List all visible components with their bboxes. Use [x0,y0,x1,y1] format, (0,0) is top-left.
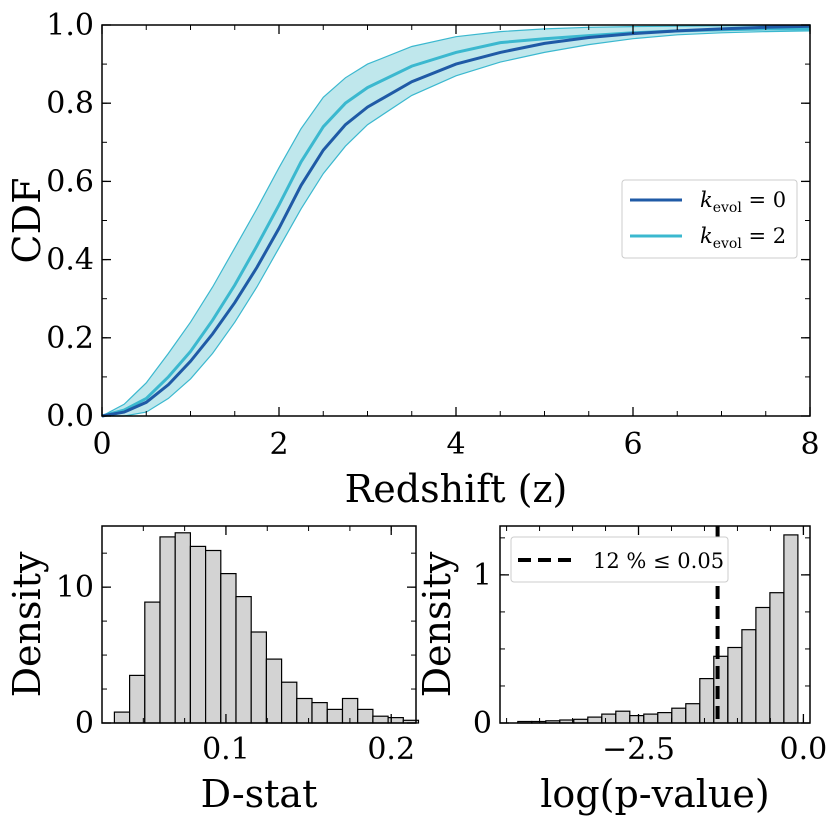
x-tick-label: 8 [800,427,819,462]
y-tick-label: 1.0 [46,8,94,43]
k-evol-0-line [101,24,811,418]
cdf-legend: kevol = 0 kevol = 2 [621,179,798,259]
legend-symbol: k [700,188,713,212]
legend-subscript: evol [713,236,743,252]
legend-symbol: k [700,224,713,248]
x-tick-label: 2 [269,427,288,462]
cdf-x-axis-title: Redshift (z) [345,467,568,511]
y-tick-label: 0.0 [46,399,94,434]
histogram-bar [587,716,603,724]
histogram-bar [357,708,374,724]
histogram-bar [113,711,131,724]
histogram-bar [601,713,617,724]
dstat-tick-labels: 0.1 0.2 0 10 [56,570,415,767]
cdf-tick-labels: 0 2 4 6 8 0.0 0.2 0.4 0.6 0.8 1.0 [46,8,819,462]
histogram-bar [250,631,267,724]
histogram-bar [783,534,799,724]
x-tick-label: 4 [446,427,465,462]
cdf-plot-frame [101,24,811,417]
histogram-bar [326,708,344,724]
histogram-bar [174,532,191,724]
pvalue-legend: 12 % ≤ 0.05 [510,536,729,583]
y-tick-label: 0 [75,706,94,741]
x-tick-label: 0.0 [780,732,828,767]
y-tick-label: 1 [473,558,492,593]
histogram-bar [769,592,785,724]
histogram-bar [629,714,645,724]
legend-subscript: evol [713,200,743,216]
cdf-y-axis-title: CDF [5,178,49,264]
x-tick-label: 0 [92,427,111,462]
histogram-bar [671,707,687,724]
y-tick-label: 0.2 [46,321,94,356]
dstat-bars-layer [113,532,420,724]
histogram-bar [144,601,161,724]
histogram-bar [159,536,176,724]
x-tick-label: 6 [623,427,642,462]
histogram-bar [755,606,771,724]
histogram-bar [129,674,146,724]
x-tick-label: 0.2 [367,732,415,767]
histogram-bar [281,681,298,724]
dstat-plot-frame [101,525,417,724]
histogram-bar [685,703,701,724]
y-tick-label: 0.4 [46,243,94,278]
y-tick-label: 0.8 [46,86,94,121]
histogram-bar [205,549,222,724]
histogram-bar [615,710,631,724]
pvalue-panel: −2.5 0.0 0 1 log(p-value) Density 12 % ≤ 0.… [415,525,827,816]
histogram-bar [220,572,237,724]
histogram-bar [311,701,328,724]
dstat-panel: 0.1 0.2 0 10 D-stat Density [5,525,420,816]
legend-suffix: = 2 [742,224,786,248]
pvalue-x-axis-title: log(p-value) [540,772,769,816]
histogram-bar [189,545,207,724]
x-tick-label: 0.1 [202,732,250,767]
histogram-bar [296,697,313,724]
pvalue-plot-frame [499,525,811,724]
pvalue-legend-label: 12 % ≤ 0.05 [593,549,724,573]
histogram-bar [265,658,283,724]
pvalue-legend-box [510,536,729,583]
y-tick-label: 10 [56,570,94,605]
histogram-bar [235,595,252,724]
histogram-bar [741,629,757,724]
y-tick-label: 0.6 [46,164,94,199]
cdf-lines-layer [101,24,811,418]
legend-suffix: = 0 [742,188,786,212]
histogram-bar [643,713,659,724]
pvalue-tick-labels: −2.5 0.0 0 1 [473,558,827,767]
x-tick-label: −2.5 [602,732,675,767]
histogram-bar [387,716,404,724]
y-tick-label: 0 [473,706,492,741]
histogram-bar [372,715,389,724]
legend-label-k-evol-0: kevol = 0 [700,188,786,216]
dstat-y-axis-title: Density [5,551,49,697]
dstat-x-axis-title: D-stat [201,772,318,816]
pvalue-y-axis-title: Density [415,551,459,697]
histogram-bar [699,677,715,724]
histogram-bar [727,646,743,724]
cdf-panel: 0 2 4 6 8 0.0 0.2 0.4 0.6 0.8 1.0 Redshift (z) CDF… [5,8,820,511]
histogram-bar [657,711,673,724]
legend-label-k-evol-2: kevol = 2 [700,224,786,252]
